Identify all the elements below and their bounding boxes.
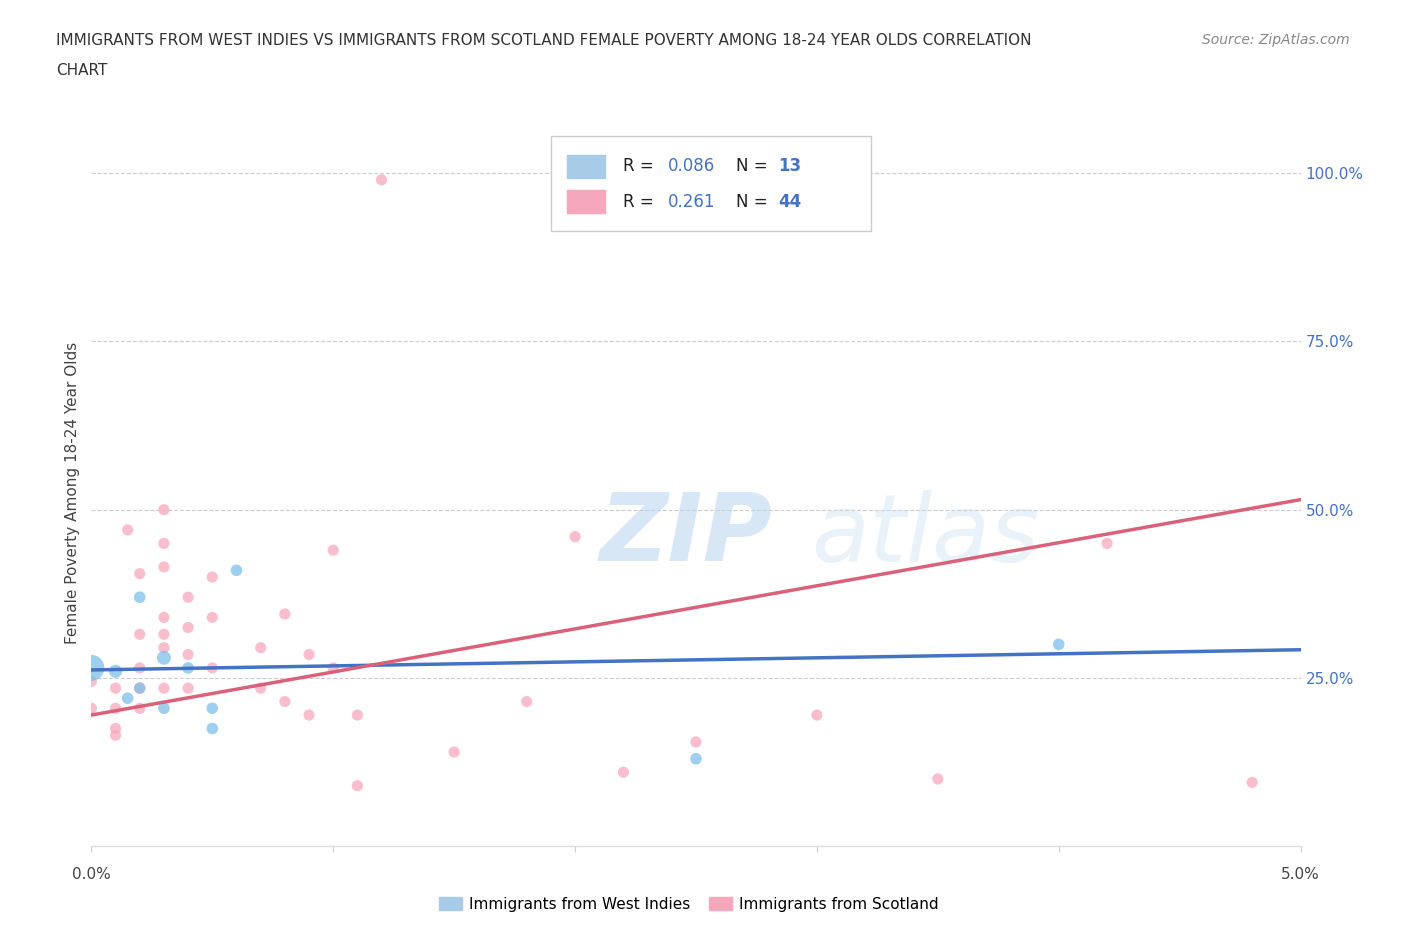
Text: N =: N = — [735, 193, 773, 211]
Point — [80, 660, 103, 675]
Point — [370, 172, 392, 187]
Point — [201, 721, 224, 736]
Point — [128, 590, 150, 604]
Point — [249, 640, 271, 655]
Point — [225, 563, 247, 578]
Point — [516, 694, 538, 709]
Point — [685, 735, 707, 750]
FancyBboxPatch shape — [551, 136, 872, 232]
Point — [564, 529, 586, 544]
Point — [153, 701, 176, 716]
Point — [177, 660, 200, 675]
Point — [104, 664, 127, 679]
Point — [1047, 637, 1070, 652]
Point — [128, 627, 150, 642]
Legend: Immigrants from West Indies, Immigrants from Scotland: Immigrants from West Indies, Immigrants … — [433, 890, 945, 918]
Point — [104, 701, 127, 716]
Text: 5.0%: 5.0% — [1281, 867, 1320, 882]
Point — [117, 691, 139, 706]
Point — [274, 606, 297, 621]
Text: atlas: atlas — [811, 490, 1039, 581]
Point — [685, 751, 707, 766]
Point — [443, 745, 465, 760]
Text: ZIP: ZIP — [599, 489, 772, 581]
Text: 0.0%: 0.0% — [72, 867, 111, 882]
Point — [153, 650, 176, 665]
Point — [927, 772, 949, 787]
Point — [806, 708, 828, 723]
Point — [80, 701, 103, 716]
Text: IMMIGRANTS FROM WEST INDIES VS IMMIGRANTS FROM SCOTLAND FEMALE POVERTY AMONG 18-: IMMIGRANTS FROM WEST INDIES VS IMMIGRANT… — [56, 33, 1032, 47]
Point — [104, 728, 127, 743]
Point — [201, 660, 224, 675]
Text: CHART: CHART — [56, 63, 108, 78]
Point — [153, 502, 176, 517]
Point — [104, 681, 127, 696]
Point — [128, 566, 150, 581]
Point — [104, 721, 127, 736]
Point — [153, 560, 176, 575]
Point — [153, 627, 176, 642]
Point — [298, 708, 321, 723]
Point — [177, 620, 200, 635]
Text: 0.086: 0.086 — [668, 157, 716, 176]
Point — [274, 694, 297, 709]
Y-axis label: Female Poverty Among 18-24 Year Olds: Female Poverty Among 18-24 Year Olds — [65, 342, 80, 644]
Point — [322, 543, 344, 558]
Point — [322, 660, 344, 675]
Point — [177, 590, 200, 604]
FancyBboxPatch shape — [567, 155, 606, 178]
Text: Source: ZipAtlas.com: Source: ZipAtlas.com — [1202, 33, 1350, 46]
Text: 0.261: 0.261 — [668, 193, 716, 211]
Point — [201, 701, 224, 716]
Point — [80, 674, 103, 689]
Point — [128, 681, 150, 696]
Point — [153, 681, 176, 696]
Point — [153, 610, 176, 625]
Point — [177, 647, 200, 662]
FancyBboxPatch shape — [567, 191, 606, 213]
Point — [117, 523, 139, 538]
Point — [612, 764, 634, 779]
Point — [201, 569, 224, 584]
Point — [153, 536, 176, 551]
Text: R =: R = — [623, 157, 659, 176]
Point — [346, 778, 368, 793]
Point — [249, 681, 271, 696]
Point — [128, 681, 150, 696]
Text: R =: R = — [623, 193, 659, 211]
Point — [298, 647, 321, 662]
Text: N =: N = — [735, 157, 773, 176]
Point — [128, 660, 150, 675]
Point — [177, 681, 200, 696]
Point — [128, 701, 150, 716]
Point — [1095, 536, 1118, 551]
Text: 44: 44 — [778, 193, 801, 211]
Point — [1241, 775, 1264, 790]
Text: 13: 13 — [778, 157, 801, 176]
Point — [201, 610, 224, 625]
Point — [153, 640, 176, 655]
Point — [346, 708, 368, 723]
